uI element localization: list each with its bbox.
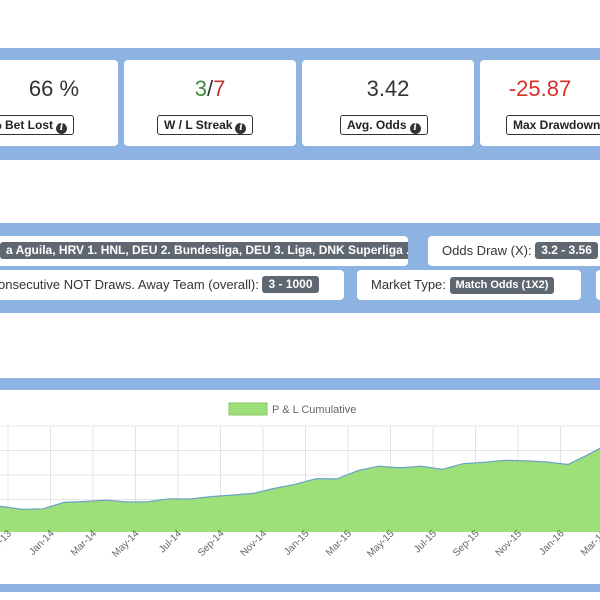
chart-x-ticks: Nov-13 Jan-14 Mar-14 May-14 Jul-14 Sep-14 Nov-… [0,528,600,560]
avg-odds-value: 3.42 [366,76,410,101]
legend-swatch [228,402,268,416]
chart-area [0,447,600,532]
stat-card-avg-odds: 3.42 Avg. Odds i [302,60,474,146]
x-tick-label: Nov-13 [0,528,14,559]
avg-odds-label-text: Avg. Odds [347,118,407,132]
chart-band-bottom [0,584,600,592]
info-icon[interactable]: i [56,123,68,134]
x-tick-label: Nov-14 [239,528,270,559]
x-tick-label: May-15 [365,528,397,560]
stat-card-wl-streak: 3/7 W / L Streak i [124,60,296,146]
chart-legend[interactable]: P & L Cumulative [228,402,356,416]
max-drawdown-value: -25.87 [508,76,572,101]
odds-draw-tag: 3.2 - 3.56 [535,242,598,259]
x-tick-label: Mar-14 [69,528,99,558]
market-type-label: Market Type: [371,277,446,292]
market-type-tag: Match Odds (1X2) [449,277,555,294]
x-tick-label: May-14 [110,528,142,560]
pl-cumulative-area [0,448,600,532]
x-tick-label: Jan-15 [282,528,312,558]
pl-cumulative-line [0,447,600,510]
consecutive-filter[interactable]: onsecutive NOT Draws. Away Team (overall… [0,270,344,300]
leagues-tag: a Aguila, HRV 1. HNL, DEU 2. Bundesliga,… [0,242,408,259]
market-type-filter[interactable]: Market Type: Match Odds (1X2) [357,270,581,300]
x-tick-label: Mar-16 [579,528,600,558]
legend-label: P & L Cumulative [272,404,356,416]
loss-streak: 7 [213,76,226,101]
odds-draw-label: Odds Draw (X): [442,243,532,258]
consecutive-tag: 3 - 1000 [262,276,319,293]
x-tick-label: Sep-15 [451,528,482,559]
x-tick-label: Jul-15 [412,528,439,555]
avg-odds-label[interactable]: Avg. Odds i [340,115,428,135]
pl-chart: P & L Cumulative Nov-13 Jan-14 Mar-14 May-1… [0,390,600,584]
bet-lost-value: 66 % [28,76,80,101]
stat-card-max-drawdown: -25.87 Max Drawdowni [480,60,600,146]
pl-chart-svg: P & L Cumulative Nov-13 Jan-14 Mar-14 May-1… [0,402,600,560]
wl-streak-label-text: W / L Streak [164,118,233,132]
info-icon[interactable]: i [235,123,247,134]
bet-lost-label-text: % Bet Lost [0,118,54,132]
leagues-filter[interactable]: a Aguila, HRV 1. HNL, DEU 2. Bundesliga,… [0,236,408,266]
consecutive-label: onsecutive NOT Draws. Away Team (overall… [0,277,259,292]
x-tick-label: Mar-15 [324,528,354,558]
x-tick-label: Jul-14 [157,528,184,555]
max-drawdown-label-text: Max Drawdown [513,118,600,132]
streak-separator: / [206,76,214,101]
x-tick-label: Nov-15 [494,528,525,559]
wl-streak-value: 3/7 [124,76,296,102]
odds-draw-filter[interactable]: Odds Draw (X): 3.2 - 3.56 [428,236,600,266]
win-streak: 3 [194,76,207,101]
chart-band-top [0,378,600,390]
info-icon[interactable]: i [409,123,421,134]
x-tick-label: Sep-14 [196,528,227,559]
filter-box-partial[interactable] [596,270,600,300]
max-drawdown-label[interactable]: Max Drawdowni [506,115,600,135]
x-tick-label: Jan-14 [27,528,57,558]
x-tick-label: Jan-16 [537,528,567,558]
wl-streak-label[interactable]: W / L Streak i [157,115,254,135]
